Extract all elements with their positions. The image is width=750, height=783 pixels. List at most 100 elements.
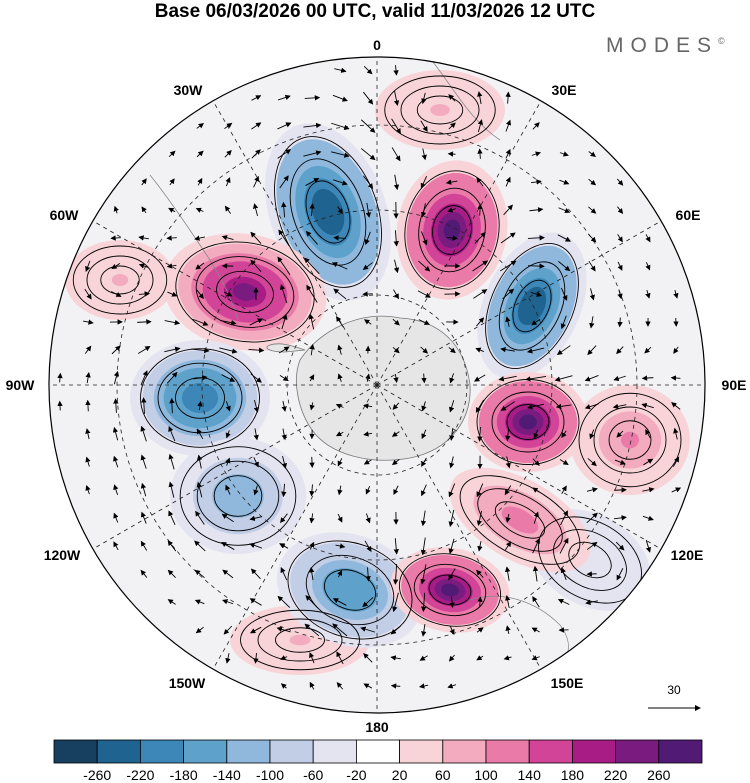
wind-vector <box>363 459 372 465</box>
wind-vector <box>332 179 348 186</box>
wind-vector <box>279 284 288 304</box>
wind-vector <box>277 595 291 608</box>
wind-vector <box>477 148 483 159</box>
wind-vector <box>192 318 209 326</box>
wind-vector <box>337 513 343 523</box>
colorbar-tick-label: 180 <box>561 767 585 783</box>
wind-vector <box>304 623 320 637</box>
colorbar-swatch <box>485 739 530 764</box>
wind-vector <box>645 234 651 243</box>
contour-line <box>398 553 502 627</box>
wind-vector <box>113 205 119 214</box>
wind-vector <box>671 402 681 410</box>
wind-vector <box>421 231 428 246</box>
wind-vector <box>474 231 486 244</box>
wind-vector <box>617 206 624 215</box>
wind-vector <box>250 231 262 244</box>
wind-vector <box>500 346 515 353</box>
wind-vector <box>448 483 456 498</box>
wind-vector <box>309 541 315 550</box>
contour-line <box>213 475 263 517</box>
wind-vector <box>645 289 651 299</box>
meridian-line <box>376 384 663 551</box>
wind-vector <box>391 431 400 437</box>
wind-vector <box>503 204 513 216</box>
wind-vector <box>616 568 624 581</box>
wind-vector <box>194 569 205 579</box>
wind-vector <box>337 485 343 496</box>
wind-vector <box>167 540 177 552</box>
wind-vector <box>504 485 512 496</box>
wind-vector <box>475 399 485 413</box>
meridian-line <box>376 219 663 386</box>
contour-line <box>400 85 480 135</box>
wind-vector <box>525 375 547 382</box>
map-border <box>48 56 706 714</box>
wind-vector <box>332 598 347 606</box>
wind-vector <box>365 373 371 382</box>
wind-vector <box>476 569 484 578</box>
wind-vector <box>390 625 401 635</box>
lon-label-120e: 120E <box>671 547 704 563</box>
wind-vector <box>277 122 292 130</box>
wind-vector <box>505 427 511 442</box>
wind-vector <box>505 91 511 104</box>
wind-vector <box>141 178 147 186</box>
wind-vector <box>473 374 486 382</box>
wind-vector <box>362 262 373 270</box>
colorbar-swatch <box>139 739 184 764</box>
wind-vector <box>505 625 511 634</box>
wind-vector <box>531 151 542 157</box>
wind-vector <box>250 259 262 273</box>
meridian-line <box>376 384 543 671</box>
low-center-3-band <box>189 389 211 407</box>
wind-vector <box>505 513 511 523</box>
wind-vector <box>138 235 149 241</box>
wind-vector <box>111 262 121 270</box>
wind-vector <box>166 263 177 269</box>
wind-vector <box>557 234 571 242</box>
wind-vector <box>673 427 679 440</box>
wind-vector <box>449 427 455 441</box>
wind-vector <box>249 318 264 326</box>
wind-vector <box>331 151 350 158</box>
wind-vector <box>500 401 515 411</box>
wind-vector <box>57 400 63 411</box>
wind-vector <box>392 347 400 354</box>
contour-line <box>512 279 552 333</box>
contour-line <box>72 245 168 315</box>
wind-vector <box>585 599 599 605</box>
contour-line <box>553 529 627 591</box>
contour-line <box>491 391 565 453</box>
wind-vector <box>473 289 488 299</box>
wind-vector <box>477 91 483 105</box>
lon-label-0: 0 <box>373 37 381 53</box>
lon-label-150w: 150W <box>169 675 206 691</box>
contour-line <box>404 170 500 290</box>
contour-lines <box>72 75 682 671</box>
wind-vector <box>559 537 569 554</box>
anomaly-shading <box>65 70 690 675</box>
wind-vector <box>138 263 149 269</box>
wind-vector <box>336 682 344 690</box>
contour-line <box>287 540 413 640</box>
wind-vector <box>140 511 147 524</box>
contour-line <box>608 420 652 460</box>
lon-label-120w: 120W <box>44 547 81 563</box>
wind-vector <box>251 122 262 130</box>
wind-vector <box>304 257 320 275</box>
wind-reference: 30 <box>648 683 701 711</box>
wind-vector <box>249 515 262 521</box>
wind-vector <box>532 122 540 130</box>
wind-vector <box>393 259 400 274</box>
contour-line <box>384 75 496 145</box>
wind-vector <box>249 542 263 549</box>
wind-vector <box>505 316 511 327</box>
wind-vector <box>251 95 262 101</box>
wind-vector <box>531 318 541 326</box>
wind-vector <box>83 319 94 325</box>
wind-vector <box>195 262 205 270</box>
wind-vector <box>560 315 567 330</box>
wind-vector <box>360 119 376 133</box>
